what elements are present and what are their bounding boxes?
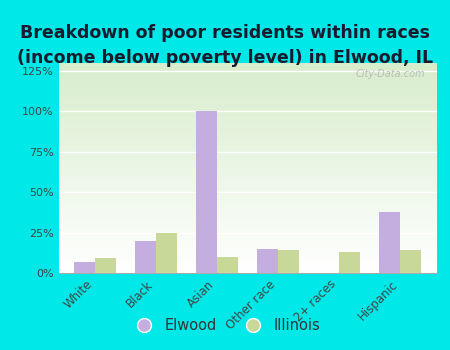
Bar xyxy=(378,212,400,273)
Bar xyxy=(339,252,360,273)
Bar xyxy=(95,258,117,273)
Text: Breakdown of poor residents within races: Breakdown of poor residents within races xyxy=(20,25,430,42)
Bar xyxy=(135,241,156,273)
Bar xyxy=(400,250,421,273)
Bar xyxy=(278,250,299,273)
Legend: Elwood, Illinois: Elwood, Illinois xyxy=(124,313,326,339)
Bar xyxy=(217,257,239,273)
Bar xyxy=(196,111,217,273)
Text: City-Data.com: City-Data.com xyxy=(356,69,425,79)
Bar xyxy=(156,233,177,273)
Bar xyxy=(74,262,95,273)
Text: (income below poverty level) in Elwood, IL: (income below poverty level) in Elwood, … xyxy=(17,49,433,67)
Bar xyxy=(256,249,278,273)
